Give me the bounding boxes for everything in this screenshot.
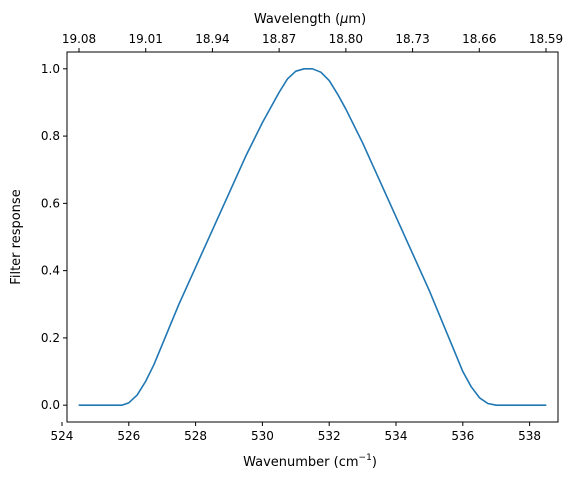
- x-tick-label: 528: [184, 429, 207, 443]
- plot-frame: [66, 51, 559, 423]
- x-tick-label: 538: [518, 429, 541, 443]
- x-tick-label: 526: [117, 429, 140, 443]
- top-tick-label: 18.80: [329, 32, 363, 46]
- x-tick-label: 536: [451, 429, 474, 443]
- y-tick-label: 0.0: [41, 398, 60, 412]
- top-tick-label: 19.08: [62, 32, 96, 46]
- x-axis-label-top: Wavelength (μm): [254, 12, 366, 27]
- y-tick-label: 0.8: [41, 129, 60, 143]
- x-tick-label: 524: [51, 429, 74, 443]
- top-tick-label: 18.73: [395, 32, 429, 46]
- top-tick-label: 18.66: [462, 32, 496, 46]
- x-tick-label: 530: [251, 429, 274, 443]
- x-axis-label-bottom: Wavenumber (cm−1): [243, 453, 377, 470]
- x-tick-label: 534: [385, 429, 408, 443]
- y-tick-label: 0.6: [41, 196, 60, 210]
- y-tick-label: 1.0: [41, 62, 60, 76]
- top-tick-label: 18.87: [262, 32, 296, 46]
- series-line-0: [78, 68, 547, 406]
- top-tick-label: 19.01: [129, 32, 163, 46]
- top-tick-label: 18.94: [195, 32, 229, 46]
- top-tick-label: 18.59: [529, 32, 563, 46]
- x-tick-label: 532: [318, 429, 341, 443]
- y-axis-label: Filter response: [9, 189, 24, 284]
- y-tick-label: 0.4: [41, 264, 60, 278]
- y-tick-label: 0.2: [41, 331, 60, 345]
